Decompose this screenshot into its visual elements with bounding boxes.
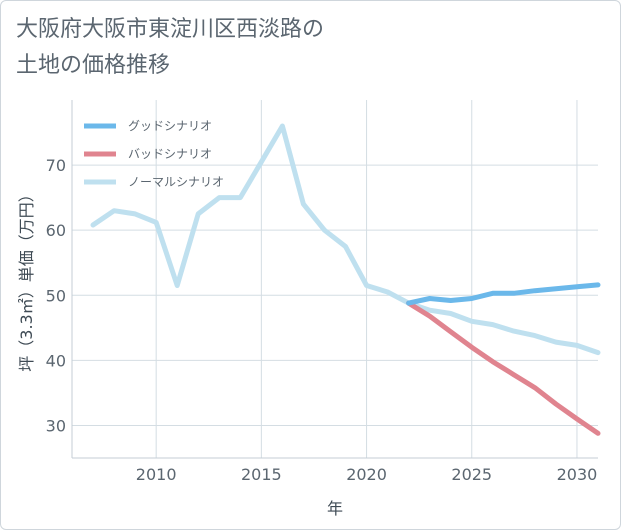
series-line-1: [406, 300, 601, 436]
x-axis-label: 年: [327, 499, 343, 518]
y-tick-label: 70: [46, 156, 66, 175]
axis-ticks: 30 40 50 60 70 2010 2015 2020 2025 2030: [46, 156, 598, 484]
series-line-2: [90, 123, 601, 356]
x-tick-label: 2025: [451, 465, 492, 484]
y-tick-label: 50: [46, 286, 66, 305]
title-line-1: 大阪府大阪市東淀川区西淡路の: [16, 17, 325, 42]
x-tick-label: 2015: [241, 465, 282, 484]
x-tick-label: 2020: [346, 465, 387, 484]
y-tick-label: 40: [46, 351, 66, 370]
title-line-2: 土地の価格推移: [16, 53, 171, 78]
chart-title: 大阪府大阪市東淀川区西淡路の 土地の価格推移: [16, 12, 324, 84]
legend-label: ノーマルシナリオ: [128, 175, 224, 189]
series-layer: [90, 123, 601, 436]
y-tick-label: 30: [46, 416, 66, 435]
series-line-0: [406, 282, 601, 306]
legend-label: グッドシナリオ: [128, 119, 212, 133]
x-tick-label: 2030: [557, 465, 598, 484]
legend-label: バッドシナリオ: [128, 147, 212, 161]
x-tick-label: 2010: [136, 465, 177, 484]
y-axis-label: 坪（3.3㎡）単価（万円）: [17, 186, 36, 371]
y-tick-label: 60: [46, 221, 66, 240]
